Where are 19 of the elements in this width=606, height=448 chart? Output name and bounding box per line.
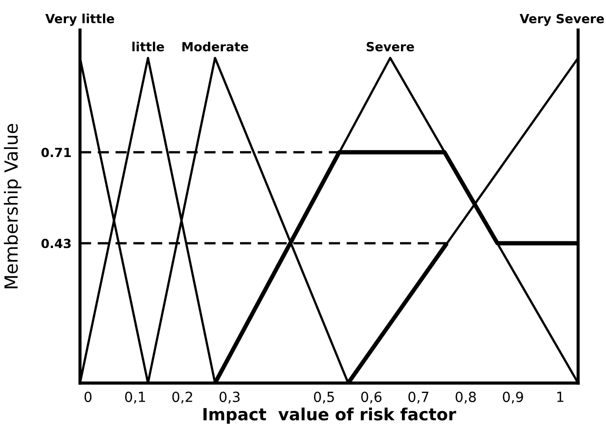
x-tick-label: 1 [557, 392, 564, 402]
x-tick-label: 0,7 [408, 392, 428, 404]
x-tick-label: 0,6 [361, 392, 382, 404]
x-tick-label: 0 [84, 392, 92, 402]
x-tick-label: 0,5 [314, 392, 334, 404]
text: Very Severe [520, 14, 604, 26]
series-label: Severe [366, 42, 414, 52]
x-axis-title: Impact value of risk factor [203, 408, 456, 424]
x-tick-label: 0,8 [456, 392, 476, 404]
x-tick-label: 0,9 [502, 392, 524, 404]
x-tick-label: 0,3 [220, 392, 240, 404]
x-tick-label: 0,2 [172, 392, 192, 404]
text: Very little [45, 14, 114, 26]
series-label: little [132, 42, 164, 52]
y-axis-title: Membership Value [4, 124, 22, 288]
x-tick-label: 0,1 [125, 392, 145, 404]
series-label: Moderate [182, 42, 248, 52]
y-tick-label: 0.43 [41, 238, 71, 248]
y-tick-label: 0.71 [41, 148, 71, 158]
